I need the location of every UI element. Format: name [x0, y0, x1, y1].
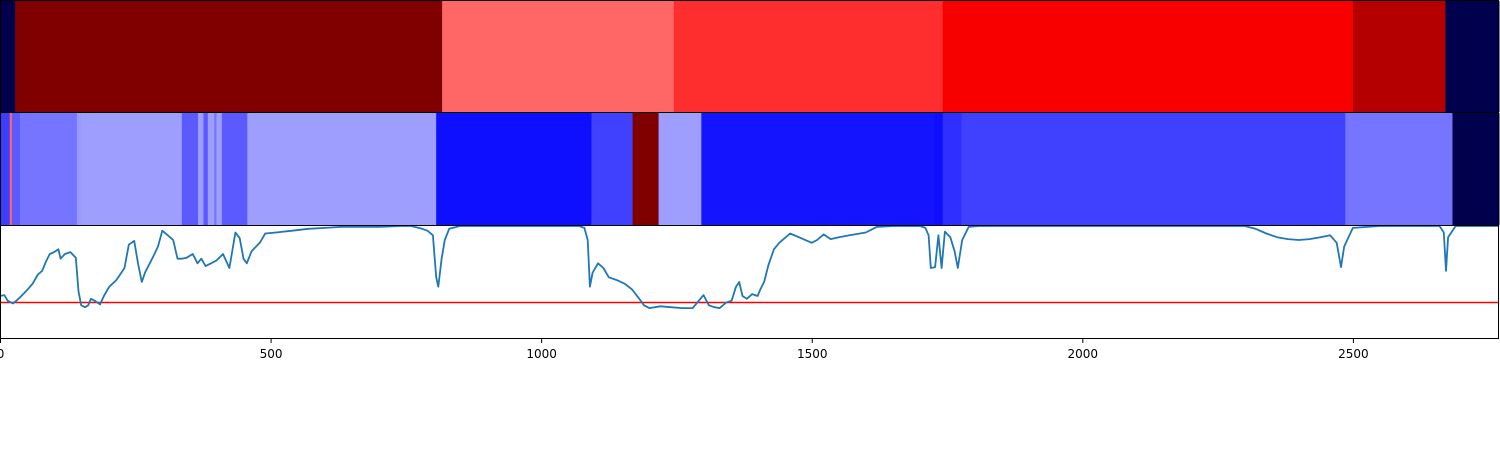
heatmap-segment — [436, 113, 592, 225]
x-tick-label: 2000 — [1068, 347, 1099, 361]
heatmap-segment — [81, 113, 183, 225]
heatmap-segment — [11, 113, 21, 225]
heatmap-segment — [20, 113, 78, 225]
panel-frame — [0, 225, 1499, 339]
heatmap-segment — [961, 113, 1346, 225]
heatmap-segment — [216, 113, 223, 225]
x-tick-label: 2500 — [1338, 347, 1369, 361]
heatmap-segment — [701, 113, 935, 225]
heatmap-segment — [0, 113, 11, 225]
heatmap-segment — [1345, 113, 1453, 225]
heatmap-segment — [0, 1, 16, 112]
heatmap-segment — [9, 113, 13, 225]
heatmap-segment — [934, 113, 944, 225]
heatmap-segment — [76, 113, 82, 225]
heatmap-segment — [632, 113, 660, 225]
heatmap-segment — [15, 1, 443, 112]
heatmap-segment — [247, 113, 437, 225]
x-axis: 0 500 1000 1500 2000 2500 — [0, 338, 1369, 361]
heatmap-segment — [1352, 1, 1446, 112]
x-tick-label: 0 — [0, 347, 4, 361]
middle-heatmap-strip — [0, 112, 1500, 226]
heatmap-segment — [221, 113, 248, 225]
heatmap-segment — [214, 113, 217, 225]
heatmap-segment — [942, 113, 963, 225]
line-plot-panel — [0, 225, 1499, 339]
x-tick-label: 1000 — [526, 347, 557, 361]
x-tick-label: 500 — [260, 347, 283, 361]
heatmap-segment — [942, 1, 1354, 112]
heatmap-segment — [181, 113, 199, 225]
heatmap-segment — [658, 113, 702, 225]
x-tick-label: 1500 — [797, 347, 828, 361]
heatmap-segment — [1445, 1, 1500, 112]
heatmap-segment — [673, 1, 944, 112]
heatmap-segment — [442, 1, 675, 112]
series-line — [0, 226, 1499, 309]
heatmap-segment — [591, 113, 634, 225]
top-heatmap-strip — [0, 0, 1500, 113]
heatmap-segment — [207, 113, 215, 225]
heatmap-segment — [203, 113, 209, 225]
heatmap-segment — [1452, 113, 1500, 225]
heatmap-segment — [198, 113, 204, 225]
